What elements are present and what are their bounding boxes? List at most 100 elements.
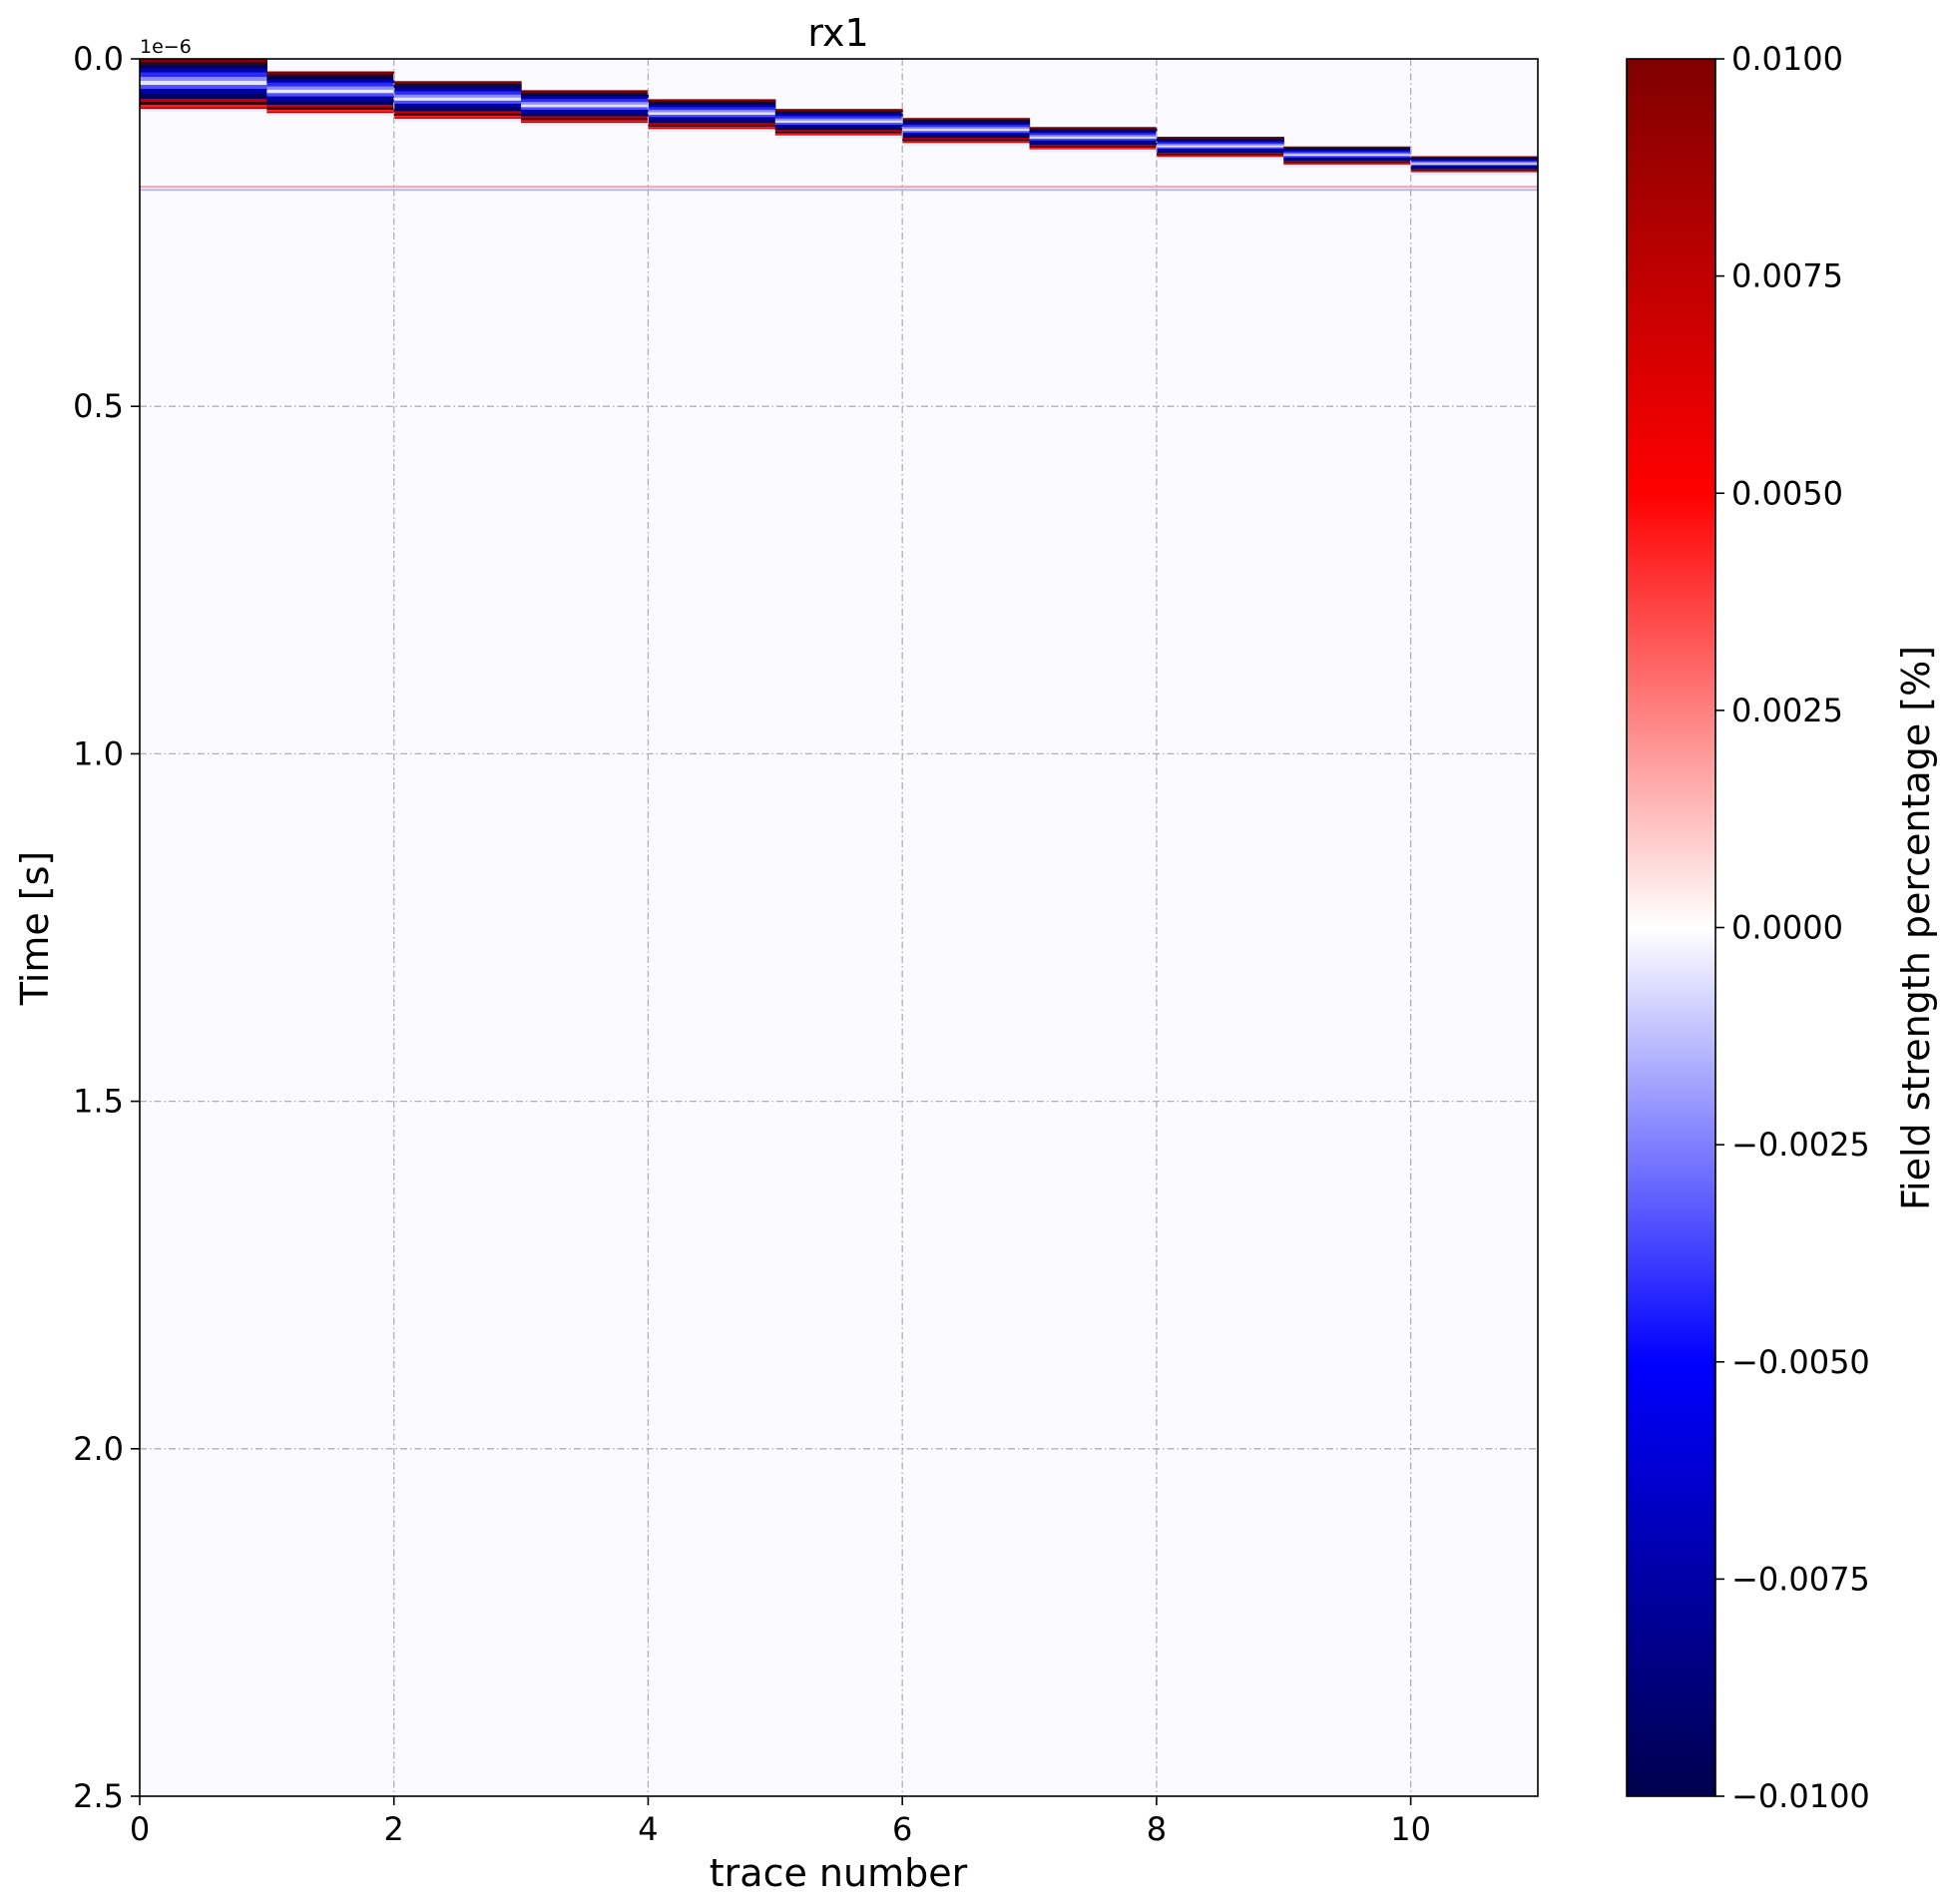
trace-band	[1156, 155, 1284, 157]
y-tick-label: 2.5	[73, 1777, 124, 1815]
trace-band	[902, 135, 1031, 139]
trace-band	[774, 110, 903, 113]
trace-band	[648, 125, 776, 128]
trace-band	[1156, 149, 1284, 152]
trace-band	[648, 99, 776, 102]
trace-band	[521, 107, 650, 111]
trace-band	[1029, 135, 1158, 138]
trace-band	[1410, 157, 1538, 159]
trace-4	[648, 99, 776, 133]
trace-band	[648, 105, 776, 108]
trace-tail	[1283, 164, 1411, 168]
artifact-line-blue	[140, 189, 1538, 192]
x-tick-label: 8	[1147, 1810, 1167, 1848]
trace-band	[1029, 138, 1158, 142]
colorbar-tick-label: 0.0100	[1731, 40, 1843, 78]
trace-band	[1283, 162, 1412, 164]
trace-band	[521, 94, 650, 97]
trace-band	[140, 59, 267, 63]
trace-band	[1410, 159, 1538, 162]
trace-band	[1029, 127, 1158, 130]
colorbar-tick-label: −0.0050	[1731, 1343, 1870, 1381]
y-tick-label: 2.0	[73, 1430, 124, 1468]
trace-band	[902, 139, 1031, 142]
trace-band	[1029, 137, 1158, 140]
trace-band	[1410, 172, 1538, 173]
colorbar-tick-label: 0.0000	[1731, 909, 1843, 947]
x-axis-ticks: 0 2 4 6 8 10	[130, 1796, 1431, 1848]
y-tick-label: 0.0	[73, 40, 124, 78]
trace-band	[140, 99, 267, 103]
trace-band	[1410, 156, 1538, 159]
colorbar-tick-label: −0.0075	[1731, 1560, 1870, 1598]
trace-band	[1410, 164, 1538, 167]
plot-frame	[139, 58, 1539, 1797]
trace-band	[140, 68, 267, 73]
trace-band	[266, 86, 395, 91]
trace-band	[266, 79, 395, 84]
x-tick-label: 6	[892, 1810, 912, 1848]
trace-band	[393, 113, 522, 117]
trace-band	[648, 112, 776, 116]
trace-tail	[393, 118, 522, 122]
trace-band	[140, 107, 267, 110]
trace-band	[393, 81, 522, 85]
colorbar-tick-label: 0.0050	[1731, 474, 1843, 512]
trace-band	[266, 100, 395, 106]
trace-band	[393, 91, 522, 96]
trace-6	[902, 118, 1031, 147]
trace-band	[1283, 153, 1412, 156]
trace-band	[140, 94, 267, 100]
artifact-line-red	[140, 186, 1538, 189]
trace-band	[1283, 150, 1412, 153]
trace-band	[266, 71, 395, 75]
trace-band	[648, 101, 776, 104]
trace-band	[1410, 169, 1538, 171]
trace-band	[774, 114, 903, 117]
trace-band	[1283, 159, 1412, 162]
trace-band	[648, 123, 776, 126]
trace-band	[140, 102, 267, 106]
trace-band	[774, 130, 903, 133]
heatmap-traces	[140, 59, 1538, 192]
trace-band	[1410, 160, 1538, 163]
trace-band	[774, 116, 903, 120]
trace-8	[1156, 136, 1284, 161]
trace-band	[1410, 162, 1538, 164]
trace-band	[1156, 138, 1284, 141]
trace-tail	[1156, 157, 1284, 161]
colorbar-tick-label: −0.0100	[1731, 1777, 1870, 1815]
trace-band	[393, 117, 522, 120]
trace-band	[1029, 128, 1158, 131]
trace-band	[1283, 149, 1412, 151]
trace-band	[1156, 151, 1284, 154]
trace-band	[1156, 154, 1284, 156]
trace-band	[393, 86, 522, 89]
trace-tail	[140, 109, 267, 113]
trace-band	[140, 77, 267, 82]
trace-band	[774, 131, 903, 134]
trace-3	[521, 90, 650, 127]
trace-band	[521, 118, 650, 121]
y-axis-label: Time [s]	[13, 851, 57, 1007]
y-axis-ticks: 0.0 0.5 1.0 1.5 2.0 2.5	[73, 40, 140, 1815]
trace-band	[774, 118, 903, 122]
trace-tail	[266, 113, 394, 117]
x-tick-label: 10	[1390, 1810, 1431, 1848]
trace-band	[1283, 161, 1412, 163]
trace-band	[1156, 147, 1284, 150]
trace-band	[1283, 154, 1412, 157]
trace-band	[648, 120, 776, 124]
chart-title: rx1	[807, 11, 868, 55]
trace-band	[393, 97, 522, 102]
trace-5	[774, 109, 903, 139]
trace-9	[1283, 146, 1412, 168]
trace-tail	[774, 135, 903, 139]
trace-band	[140, 65, 267, 69]
trace-tail	[521, 123, 649, 127]
trace-band	[1156, 144, 1284, 147]
trace-band	[1156, 139, 1284, 142]
colorbar-ticks: 0.0100 0.0075 0.0050 0.0025 0.0000 −0.0025 −0.…	[1715, 40, 1870, 1815]
trace-band	[1029, 146, 1158, 149]
